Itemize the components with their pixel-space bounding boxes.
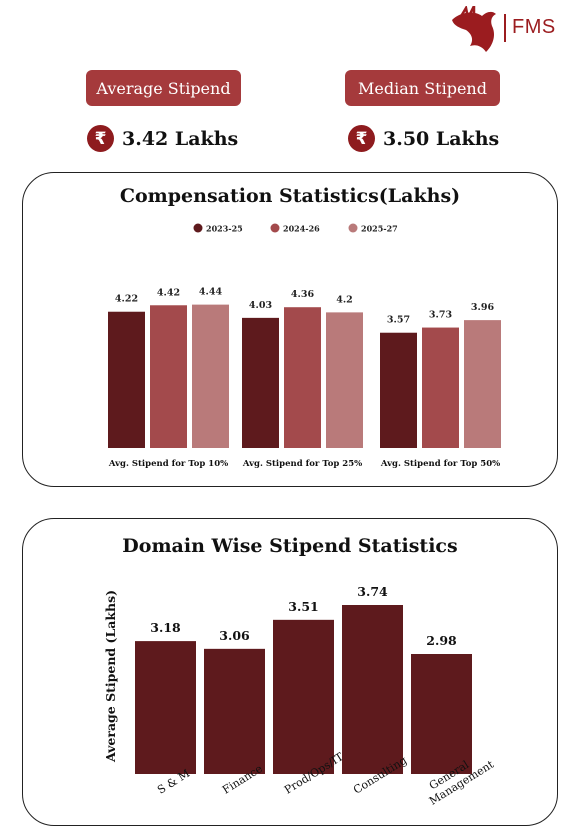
median-stipend-value: 3.50 Lakhs [383, 127, 500, 150]
legend-marker [270, 223, 280, 233]
data-label: 3.74 [357, 584, 388, 599]
category-label: Avg. Stipend for Top 50% [380, 459, 500, 469]
average-stipend-value: 3.42 Lakhs [122, 127, 239, 150]
data-label: 4.03 [249, 300, 272, 311]
bar [380, 332, 417, 448]
bar [411, 654, 472, 774]
bar [464, 320, 501, 448]
legend-label: 2024-26 [283, 224, 320, 234]
fms-eagle-logo [452, 6, 496, 52]
data-label: 3.96 [471, 302, 495, 313]
bar [422, 327, 459, 448]
average-stipend-value-group: ₹ 3.42 Lakhs [87, 125, 238, 152]
domain-chart: 3.18 3.06 3.51 3.74 2.98 Average Stipend (Lak… [103, 584, 497, 808]
data-label: 2.98 [426, 633, 457, 648]
legend-label: 2025-27 [361, 224, 398, 234]
logo-separator [504, 14, 506, 42]
category-label: Avg. Stipend for Top 10% [108, 459, 228, 469]
bar [273, 619, 334, 774]
y-axis-label: Average Stipend (Lakhs) [103, 590, 118, 763]
category-label: Avg. Stipend for Top 25% [242, 459, 362, 469]
compensation-chart-title: Compensation Statistics(Lakhs) [119, 185, 461, 207]
data-label: 4.44 [199, 287, 223, 298]
bar [108, 311, 145, 448]
data-label: 3.06 [219, 628, 250, 643]
brand-name: FMS [512, 16, 556, 38]
rupee-icon: ₹ [348, 125, 375, 152]
domain-chart-title: Domain Wise Stipend Statistics [122, 535, 458, 557]
data-label: 4.42 [157, 287, 180, 298]
bar [242, 317, 279, 448]
median-stipend-label: Median Stipend [345, 70, 500, 106]
bar [192, 304, 229, 448]
average-stipend-label: Average Stipend [86, 70, 241, 106]
data-label: 4.36 [291, 289, 315, 300]
data-label: 3.18 [150, 620, 181, 635]
rupee-icon: ₹ [87, 125, 114, 152]
bar [326, 312, 363, 448]
bar [284, 307, 321, 448]
data-label: 3.57 [387, 315, 410, 326]
legend-marker [348, 223, 358, 233]
data-label: 4.22 [115, 294, 138, 305]
legend-label: 2023-25 [206, 224, 243, 234]
bar [204, 648, 265, 774]
bar [135, 641, 196, 774]
median-stipend-value-group: ₹ 3.50 Lakhs [348, 125, 499, 152]
bar [342, 605, 403, 774]
data-label: 4.2 [336, 294, 353, 305]
compensation-chart: 2023-25 2024-26 2025-27 4.22 4.42 4.44 Avg. St… [108, 223, 501, 469]
data-label: 3.51 [288, 599, 318, 614]
bar [150, 305, 187, 448]
data-label: 3.73 [429, 310, 452, 321]
legend-marker [193, 223, 203, 233]
